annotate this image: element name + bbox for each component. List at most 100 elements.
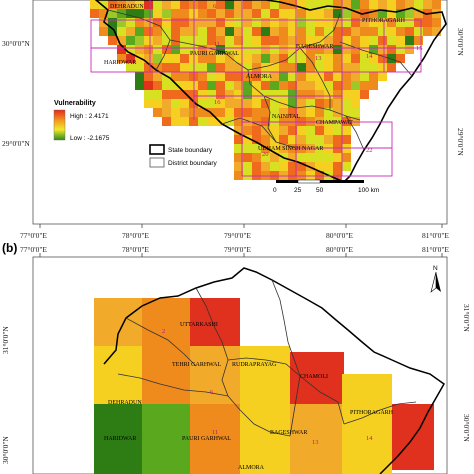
raster-cell (189, 81, 198, 90)
legend-color-ramp (53, 109, 66, 141)
raster-cell (351, 99, 360, 108)
raster-cell (171, 99, 180, 108)
raster-cell (315, 81, 324, 90)
raster-cell (171, 45, 180, 54)
raster-cell (162, 81, 171, 90)
raster-cell (261, 36, 270, 45)
raster-cell (396, 9, 405, 18)
raster-cell (333, 144, 342, 153)
raster-cell (153, 54, 162, 63)
raster-cell (333, 162, 342, 171)
raster-cell (315, 63, 324, 72)
raster-cell (225, 45, 234, 54)
grid-cell (94, 404, 142, 474)
raster-cell (333, 126, 342, 135)
raster-cell (342, 108, 351, 117)
raster-cell (189, 18, 198, 27)
raster-cell (288, 99, 297, 108)
raster-cell (297, 153, 306, 162)
raster-cell (189, 63, 198, 72)
raster-cell (162, 9, 171, 18)
raster-cell (315, 144, 324, 153)
raster-cell (261, 108, 270, 117)
top-state-boundary (94, 0, 447, 183)
raster-cell (171, 9, 180, 18)
raster-cell (261, 27, 270, 36)
raster-cell (180, 27, 189, 36)
raster-cell (108, 9, 117, 18)
raster-cell (243, 27, 252, 36)
raster-cell (153, 27, 162, 36)
raster-cell (387, 9, 396, 18)
raster-cell (216, 0, 225, 9)
raster-cell (369, 18, 378, 27)
raster-cell (369, 63, 378, 72)
raster-cell (234, 135, 243, 144)
raster-cell (207, 117, 216, 126)
raster-cell (252, 63, 261, 72)
raster-cell (288, 117, 297, 126)
scalebar-50: 50 (316, 187, 324, 194)
raster-cell (378, 72, 387, 81)
raster-cell (189, 72, 198, 81)
raster-cell (414, 36, 423, 45)
raster-cell (216, 36, 225, 45)
raster-cell (315, 18, 324, 27)
raster-cell (270, 45, 279, 54)
top-tick-x-78: 78°0'0"E (122, 231, 149, 240)
top-grid-num-20: 20 (262, 151, 269, 158)
top-tick-y-30: 30°0'0"N (2, 39, 30, 48)
raster-cell (252, 27, 261, 36)
raster-cell (315, 36, 324, 45)
raster-cell (342, 144, 351, 153)
top-grid-num-22: 22 (366, 147, 373, 154)
raster-cell (117, 0, 126, 9)
raster-cell (216, 18, 225, 27)
raster-cell (243, 126, 252, 135)
north-label: N (433, 265, 438, 272)
bottom-state-boundary (103, 267, 445, 474)
raster-cell (243, 63, 252, 72)
raster-cell (315, 9, 324, 18)
raster-cell (162, 54, 171, 63)
raster-cell (324, 99, 333, 108)
raster-cell (216, 45, 225, 54)
raster-cell (342, 0, 351, 9)
raster-cell (171, 63, 180, 72)
raster-cell (180, 36, 189, 45)
grid-cell (240, 346, 290, 404)
raster-cell (171, 0, 180, 9)
raster-cell (369, 81, 378, 90)
raster-cell (342, 63, 351, 72)
raster-cell (225, 108, 234, 117)
raster-cell (171, 18, 180, 27)
raster-cell (342, 135, 351, 144)
raster-cell (153, 99, 162, 108)
legend-state-boundary: State boundary (168, 147, 213, 154)
raster-cell (288, 54, 297, 63)
raster-cell (252, 0, 261, 9)
raster-cell (324, 36, 333, 45)
raster-cell (279, 54, 288, 63)
raster-cell (315, 117, 324, 126)
raster-cell (252, 90, 261, 99)
raster-cell (279, 72, 288, 81)
raster-cell (243, 171, 252, 180)
raster-cell (135, 27, 144, 36)
raster-cell (216, 90, 225, 99)
raster-cell (207, 54, 216, 63)
raster-cell (279, 144, 288, 153)
raster-cell (279, 117, 288, 126)
raster-cell (243, 45, 252, 54)
raster-cell (333, 63, 342, 72)
raster-cell (135, 18, 144, 27)
raster-cell (225, 27, 234, 36)
raster-cell (324, 72, 333, 81)
raster-cell (378, 18, 387, 27)
raster-cell (243, 162, 252, 171)
grid-cell (342, 374, 392, 404)
raster-cell (171, 27, 180, 36)
raster-cell (234, 90, 243, 99)
raster-cell (351, 90, 360, 99)
raster-cell (333, 54, 342, 63)
